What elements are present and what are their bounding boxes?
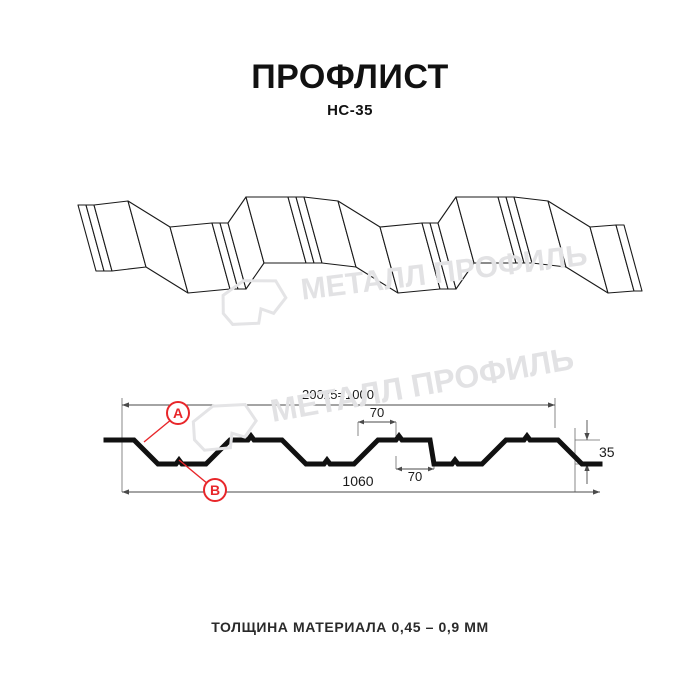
callout-a: A — [143, 401, 190, 443]
dimension-overall-width-label: 1060 — [342, 473, 373, 489]
callout-b-label: B — [210, 482, 220, 498]
material-thickness-note: ТОЛЩИНА МАТЕРИАЛА 0,45 – 0,9 ММ — [211, 619, 489, 635]
profile-section-path — [103, 431, 603, 467]
callout-b: B — [178, 459, 227, 502]
dimension-crest-width-label: 70 — [370, 405, 384, 420]
cross-section-drawing: 200x5=1000 70 70 — [100, 380, 620, 510]
dimension-height-label: 35 — [599, 444, 615, 460]
dimension-pitch-total-label: 200x5=1000 — [302, 387, 374, 402]
isometric-drawing — [60, 175, 643, 315]
dimension-overall-width — [122, 489, 600, 495]
dimension-valley-width — [395, 456, 435, 472]
dimension-crest-width — [357, 419, 397, 436]
callout-a-label: A — [173, 405, 183, 421]
page-title: ПРОФЛИСТ — [251, 58, 449, 96]
product-model: НС-35 — [327, 102, 373, 119]
dimension-height — [584, 420, 590, 484]
dimension-valley-width-label: 70 — [408, 469, 422, 484]
